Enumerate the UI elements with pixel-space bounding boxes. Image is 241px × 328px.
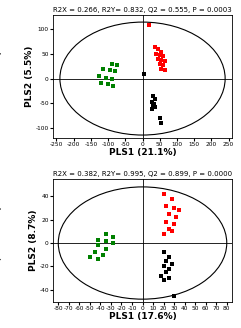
Text: GC-TOF-MS analysis: GC-TOF-MS analysis — [0, 40, 2, 112]
X-axis label: PLS1 (17.6%): PLS1 (17.6%) — [109, 312, 176, 321]
Text: UPLC-Q-TOF-MS analysis: UPLC-Q-TOF-MS analysis — [0, 196, 2, 284]
X-axis label: PLS1 (21.1%): PLS1 (21.1%) — [109, 148, 176, 157]
Title: R2X = 0.266, R2Y= 0.832, Q2 = 0.555, P = 0.0003: R2X = 0.266, R2Y= 0.832, Q2 = 0.555, P =… — [53, 7, 232, 13]
Y-axis label: PLS2 (5.5%): PLS2 (5.5%) — [25, 45, 34, 107]
Title: R2X = 0.382, R2Y= 0.995, Q2 = 0.899, P = 0.0000: R2X = 0.382, R2Y= 0.995, Q2 = 0.899, P =… — [53, 171, 232, 177]
Y-axis label: PLS2 (8.7%): PLS2 (8.7%) — [29, 209, 38, 271]
